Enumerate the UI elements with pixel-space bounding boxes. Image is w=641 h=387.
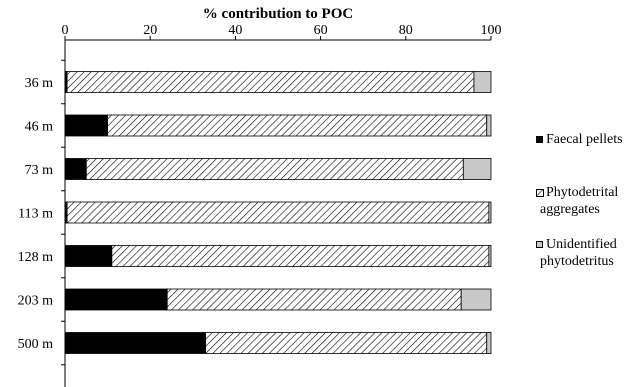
bar-segment-unidentified-phytodetritus bbox=[462, 158, 492, 180]
bar-segment-phytodetrital-aggregates bbox=[205, 332, 488, 354]
bar-segment-faecal-pellets bbox=[64, 158, 87, 180]
legend-label-line2: aggregates bbox=[540, 202, 600, 217]
bar-segment-unidentified-phytodetritus bbox=[473, 71, 492, 93]
legend-swatch-faecal-pellets bbox=[536, 136, 543, 143]
bar-segment-unidentified-phytodetritus bbox=[460, 288, 492, 311]
chart-title: % contribution to POC bbox=[203, 6, 353, 22]
x-tick-label: 60 bbox=[314, 23, 328, 38]
legend-swatch-unidentified-phytodetritus bbox=[536, 241, 543, 248]
y-category-label: 113 m bbox=[18, 207, 53, 222]
bar-segment-unidentified-phytodetritus bbox=[488, 201, 492, 224]
bar-segment-phytodetrital-aggregates bbox=[111, 245, 490, 267]
legend-label: Faecal pellets bbox=[546, 132, 623, 147]
bar-segment-unidentified-phytodetritus bbox=[486, 114, 492, 137]
bar-segment-faecal-pellets bbox=[64, 114, 108, 137]
y-category-label: 500 m bbox=[18, 337, 54, 352]
legend-swatch-phytodetrital-aggregates bbox=[536, 189, 544, 197]
x-tick-label: 40 bbox=[228, 23, 242, 38]
y-category-label: 36 m bbox=[25, 76, 54, 91]
bar-segment-phytodetrital-aggregates bbox=[107, 114, 488, 137]
y-category-label: 73 m bbox=[25, 163, 54, 178]
bar-segment-unidentified-phytodetritus bbox=[488, 245, 492, 267]
bar-segment-phytodetrital-aggregates bbox=[85, 158, 464, 180]
bar-segment-phytodetrital-aggregates bbox=[66, 71, 475, 93]
bar-segment-faecal-pellets bbox=[64, 245, 113, 267]
x-tick-label: 20 bbox=[143, 23, 157, 38]
bar-segment-unidentified-phytodetritus bbox=[486, 332, 492, 354]
legend-label: Unidentified bbox=[546, 237, 617, 252]
x-tick-label: 0 bbox=[62, 23, 69, 38]
bar-segment-phytodetrital-aggregates bbox=[166, 288, 462, 311]
bar-segment-faecal-pellets bbox=[64, 288, 168, 311]
y-category-label: 128 m bbox=[18, 250, 54, 265]
legend-label: Phytodetrital bbox=[546, 185, 619, 200]
x-tick-label: 100 bbox=[481, 23, 502, 38]
y-category-label: 46 m bbox=[25, 120, 54, 135]
bar-segment-phytodetrital-aggregates bbox=[66, 201, 490, 224]
x-tick-label: 80 bbox=[399, 23, 413, 38]
legend-label-line2: phytodetritus bbox=[540, 254, 614, 269]
y-category-label: 203 m bbox=[18, 294, 54, 309]
bar-segment-faecal-pellets bbox=[64, 332, 206, 354]
